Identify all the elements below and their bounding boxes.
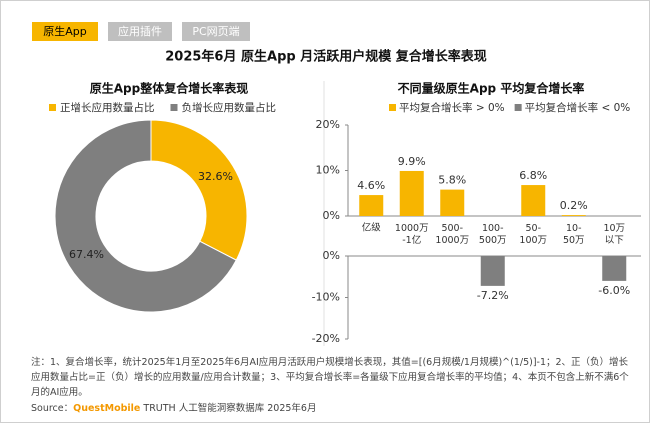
bar [521, 185, 546, 216]
legend-label: 正增长应用数量占比 [60, 101, 155, 114]
value-label: -7.2% [477, 289, 509, 302]
value-label: -6.0% [598, 284, 630, 297]
chart-title: 不同量级原生App 平均复合增长率 [398, 81, 585, 96]
bar [602, 256, 627, 281]
y-tick-label: 10% [316, 164, 340, 177]
tab-label[interactable]: 原生App [43, 24, 87, 38]
notes: 注：1、复合增长率，统计2025年1月至2025年6月AI应用月活跃用户规模增长… [31, 357, 629, 398]
tab-active[interactable] [32, 22, 98, 41]
tab-label[interactable]: 应用插件 [118, 24, 162, 38]
source-text: TRUTH 人工智能洞察数据库 2025年6月 [143, 403, 317, 414]
legend-swatch [389, 104, 396, 111]
x-tick-label: 1000万-1亿 [395, 223, 429, 246]
legend-label: 负增长应用数量占比 [182, 101, 277, 114]
value-label: 67.4% [69, 248, 104, 261]
tab[interactable] [182, 22, 250, 41]
source: Source：QuestMobile TRUTH 人工智能洞察数据库 2025年… [31, 400, 316, 414]
value-label: 4.6% [357, 179, 385, 192]
x-tick-label: 10-50万 [563, 223, 585, 246]
y-tick-label: 0% [323, 249, 340, 262]
legend-swatch [170, 104, 178, 111]
y-tick-label: 0% [323, 209, 340, 222]
x-tick-label: 亿级 [362, 222, 382, 234]
value-label: 0.2% [560, 199, 588, 212]
bar [359, 195, 384, 216]
value-label: 9.9% [398, 155, 426, 168]
source-brand: QuestMobile [73, 403, 141, 414]
bar [440, 189, 465, 216]
chart-title: 原生App整体复合增长率表现 [90, 81, 248, 96]
x-tick-label: 500-1000万 [435, 223, 469, 246]
legend-label: 平均复合增长率 < 0% [525, 101, 631, 114]
value-label: 5.8% [438, 174, 466, 187]
value-label: 32.6% [198, 170, 233, 183]
y-tick-label: -10% [312, 291, 340, 304]
donut-segment [150, 119, 248, 261]
legend-swatch [514, 104, 522, 111]
legend-swatch [49, 104, 56, 111]
donut-segment [54, 119, 237, 313]
source-prefix: Source： [31, 403, 74, 414]
legend-label: 平均复合增长率 > 0% [399, 101, 505, 114]
bar [480, 256, 505, 286]
x-tick-label: 50-100万 [519, 223, 547, 246]
bar [561, 215, 586, 216]
main-title: 2025年6月 原生App 月活跃用户规模 复合增长率表现 [165, 49, 486, 65]
value-label: 6.8% [519, 169, 547, 182]
x-tick-label: 10万以下 [603, 223, 625, 246]
tab-label[interactable]: PC网页端 [192, 25, 239, 38]
y-tick-label: 20% [316, 118, 340, 131]
tab[interactable] [108, 22, 172, 41]
x-tick-label: 100-500万 [479, 223, 507, 246]
bar [399, 170, 424, 216]
y-tick-label: -20% [312, 332, 340, 345]
